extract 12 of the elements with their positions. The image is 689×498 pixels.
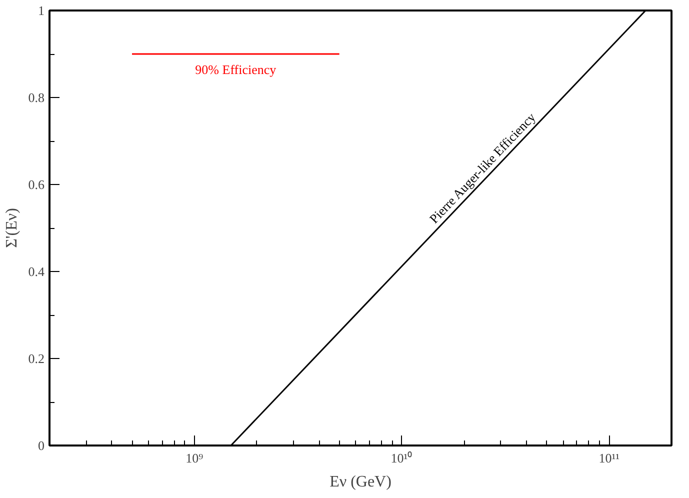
x-tick-label: 10⁹ [186, 450, 204, 466]
y-tick-label: 1 [38, 3, 44, 18]
x-tick-label: 10¹⁰ [390, 450, 413, 466]
y-tick-label: 0.6 [28, 177, 45, 192]
y-tick-label: 0.2 [28, 351, 44, 366]
series-label: 90% Efficiency [195, 62, 277, 77]
y-axis-title: Σ'(Eν) [3, 208, 20, 248]
y-tick-label: 0.8 [28, 90, 44, 105]
x-tick-label: 10¹¹ [598, 450, 620, 466]
y-tick-label: 0 [38, 438, 44, 453]
y-tick-label: 0.4 [28, 264, 45, 279]
x-axis-title: Eν (GeV) [330, 474, 392, 490]
